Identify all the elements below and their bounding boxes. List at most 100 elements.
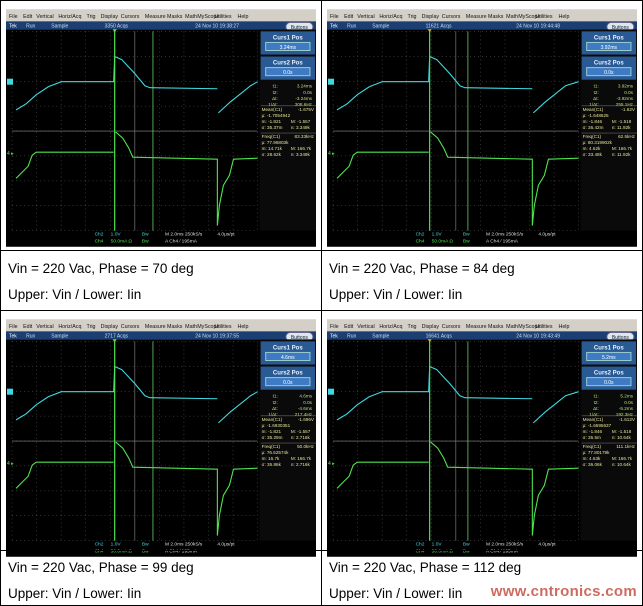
menu-item[interactable]: Cursors — [121, 14, 140, 20]
svg-text:M: 166.7k: M: 166.7k — [291, 456, 312, 461]
cursor-readout-value: 255.1Hz — [616, 102, 634, 107]
menu-item[interactable]: Vertical — [357, 324, 374, 330]
menu-item[interactable]: Edit — [344, 14, 354, 20]
menu-item[interactable]: Utilities — [535, 324, 553, 330]
menu-item[interactable]: Cursors — [442, 14, 461, 20]
cursor-readout-value: 0.0s — [303, 90, 312, 95]
cursor-readout-value: 4.6ms — [299, 394, 312, 399]
menu-item[interactable]: Help — [237, 324, 248, 330]
cursor-readout-label: t2: — [273, 90, 278, 95]
menu-item[interactable]: Masks — [488, 14, 504, 20]
cursor1-position-control[interactable]: Curs1 Pos 4.6ms — [260, 341, 315, 365]
menu-item[interactable]: Masks — [167, 324, 183, 330]
menu-item[interactable]: MyScope — [518, 14, 540, 20]
svg-text:μ: -1.6595637: μ: -1.6595637 — [583, 423, 612, 428]
menu-item[interactable]: Edit — [344, 324, 354, 330]
menu-item[interactable]: Horiz/Acq — [379, 14, 402, 20]
readout-ch4-scale: 50.0mA Ω — [432, 239, 454, 245]
menu-item[interactable]: Horiz/Acq — [379, 324, 402, 330]
svg-text:-1.696V: -1.696V — [298, 417, 315, 422]
menu-item[interactable]: File — [330, 14, 339, 20]
menu-item[interactable]: MyScope — [518, 324, 540, 330]
cursor2-position-control[interactable]: Curs2 Pos 0.0s — [260, 366, 315, 390]
menu-item[interactable]: Edit — [23, 324, 33, 330]
menu-item[interactable]: Display — [422, 14, 440, 20]
acq-mode: Sample — [51, 23, 68, 29]
readout-ch2: Ch2 — [416, 232, 425, 238]
svg-text:M: 166.7k: M: 166.7k — [612, 456, 633, 461]
brand-label: Tek — [9, 333, 17, 339]
menu-item[interactable]: Help — [237, 14, 248, 20]
menu-item[interactable]: Measure — [466, 14, 487, 20]
cursor1-position-control[interactable]: Curs1 Pos 3.92ms — [581, 31, 636, 55]
run-label: Run — [347, 333, 356, 339]
svg-text:-1.62V: -1.62V — [621, 107, 636, 112]
ch4-marker-icon: 4 ▸ — [7, 151, 14, 157]
menu-item[interactable]: Measure — [145, 324, 166, 330]
menu-item[interactable]: Cursors — [442, 324, 461, 330]
menu-item[interactable]: Display — [101, 14, 119, 20]
menu-item[interactable]: Edit — [23, 14, 33, 20]
menu-item[interactable]: Display — [101, 324, 119, 330]
menu-item[interactable]: Cursors — [121, 324, 140, 330]
svg-text:Mean(C1): Mean(C1) — [583, 107, 604, 112]
menu-item[interactable]: Help — [558, 14, 569, 20]
menu-item[interactable]: Vertical — [357, 14, 374, 20]
menu-bar — [6, 9, 316, 22]
svg-text:n: 3.349k: n: 3.349k — [291, 125, 311, 130]
svg-text:Curs1 Pos: Curs1 Pos — [273, 345, 303, 351]
cursor-readout-value: -5.2ms — [619, 406, 634, 411]
menu-item[interactable]: Horiz/Acq — [58, 14, 81, 20]
svg-text:n: 11.92k: n: 11.92k — [612, 125, 631, 130]
cursor-value: 3.24ms — [280, 45, 297, 51]
buttons-button[interactable]: Buttons — [606, 331, 635, 342]
svg-text:σ: 35.86k: σ: 35.86k — [262, 462, 282, 467]
cursor-readout-label: t1: — [273, 84, 278, 89]
menu-item[interactable]: File — [330, 324, 339, 330]
cursor-readout-value: 0.0s — [303, 400, 312, 405]
menu-item[interactable]: File — [9, 324, 18, 330]
readout-res: 4.0μs/pt — [217, 542, 235, 548]
menu-item[interactable]: MyScope — [197, 14, 219, 20]
caption-conditions: Vin = 220 Vac, Phase = 84 deg — [329, 261, 515, 276]
menu-item[interactable]: Help — [558, 324, 569, 330]
menu-item[interactable]: Display — [422, 324, 440, 330]
menu-item[interactable]: Utilities — [214, 14, 232, 20]
menu-item[interactable]: Math — [506, 14, 518, 20]
cursor1-position-control[interactable]: Curs1 Pos 5.2ms — [581, 341, 636, 365]
menu-item[interactable]: Measure — [466, 324, 487, 330]
menu-item[interactable]: Masks — [488, 324, 504, 330]
menu-item[interactable]: Masks — [167, 14, 183, 20]
cursor-readout-value: 0.0s — [624, 90, 633, 95]
menu-item[interactable]: Trig — [408, 324, 417, 330]
readout-ch4: Ch4 — [95, 549, 104, 555]
cursor-readout-label: t2: — [594, 400, 599, 405]
cursor2-position-control[interactable]: Curs2 Pos 0.0s — [581, 366, 636, 390]
svg-text:Buttons: Buttons — [291, 335, 309, 341]
menu-item[interactable]: Trig — [87, 324, 96, 330]
menu-item[interactable]: Measure — [145, 14, 166, 20]
menu-item[interactable]: Horiz/Acq — [58, 324, 81, 330]
menu-item[interactable]: Math — [185, 14, 197, 20]
cursor1-position-control[interactable]: Curs1 Pos 3.24ms — [260, 31, 315, 55]
menu-bar — [327, 9, 637, 22]
ch4-iin-trace — [15, 339, 258, 541]
menu-item[interactable]: Vertical — [36, 324, 53, 330]
svg-text:σ: 35.5m: σ: 35.5m — [583, 435, 601, 440]
svg-text:62.5kHz: 62.5kHz — [618, 134, 636, 139]
readout-ch2-scale: 1.0V — [432, 232, 443, 238]
menu-item[interactable]: Math — [506, 324, 518, 330]
menu-item[interactable]: Utilities — [535, 14, 553, 20]
menu-item[interactable]: Trig — [87, 14, 96, 20]
menu-item[interactable]: MyScope — [197, 324, 219, 330]
menu-item[interactable]: Math — [185, 324, 197, 330]
menu-item[interactable]: Vertical — [36, 14, 53, 20]
cursor2-position-control[interactable]: Curs2 Pos 0.0s — [260, 56, 315, 80]
menu-item[interactable]: Utilities — [214, 324, 232, 330]
menu-item[interactable]: Trig — [408, 14, 417, 20]
readout-timebase: M 2.0ms 250kS/s — [165, 542, 203, 548]
cursor2-position-control[interactable]: Curs2 Pos 0.0s — [581, 56, 636, 80]
menu-item[interactable]: File — [9, 14, 18, 20]
cursor-readout-value: 3.92ms — [618, 84, 634, 89]
